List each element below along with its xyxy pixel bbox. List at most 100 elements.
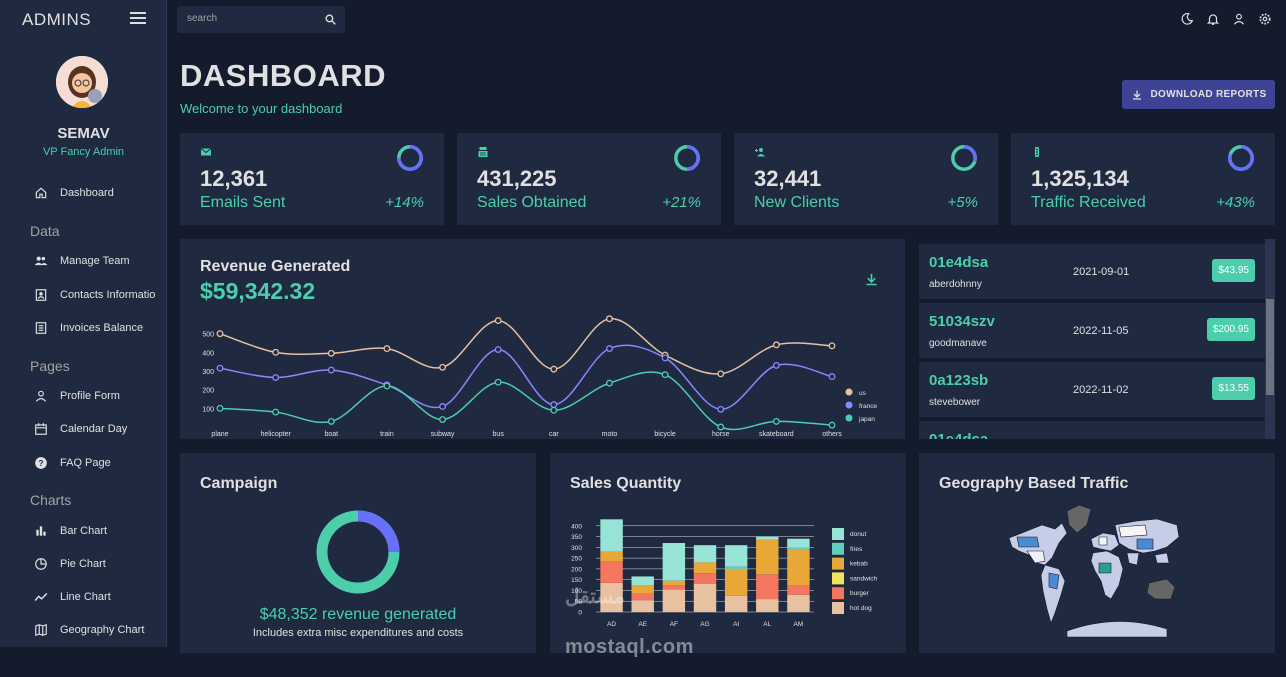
sidebar: ADMINS SEMAV VP Fancy Admin Dashboard Da… [0,0,167,647]
help-icon: ? [35,457,47,469]
data-point [772,361,780,369]
legend-swatch [845,388,853,396]
progress-fill [1228,145,1254,171]
campaign-note: Includes extra misc expenditures and cos… [252,627,464,639]
sidebar-item-profile[interactable]: Profile Form [34,389,159,403]
data-point [383,382,391,390]
data-point [717,370,725,378]
transaction-row: 51034szv goodmanave 2022-11-05 $200.95 [919,303,1265,361]
y-tick-label: 400 [571,523,582,530]
transaction-date: 2021-09-01 [1073,266,1130,278]
bar-segment [787,547,810,550]
bar-segment [662,585,686,590]
revenue-title: Revenue Generated [200,258,351,275]
point-of-sale-icon [478,147,488,157]
search-icon[interactable] [324,13,337,26]
sidebar-item-dashboard[interactable]: Dashboard [34,186,159,200]
sidebar-item-label: Manage Team [60,255,130,267]
calendar-icon [35,423,47,435]
sidebar-item-manage-team[interactable]: Manage Team [34,254,159,268]
data-point [550,365,558,373]
transaction-amount: $43.95 [1212,259,1255,282]
search-box [177,6,345,33]
transaction-id: 01e4dsa [929,431,988,439]
x-tick-label: AM [794,621,804,628]
sidebar-item-line-chart[interactable]: Line Chart [34,590,159,604]
sidebar-item-label: Contacts Informatio [60,289,156,301]
person-icon[interactable] [1232,12,1246,26]
map-icon [35,623,47,637]
data-point [828,342,836,350]
timeline-icon [34,592,48,601]
bar-segment [787,585,810,595]
data-point [272,348,280,356]
legend-swatch [832,587,844,600]
progress-fill [397,145,423,171]
transactions-scrollbar[interactable] [1265,239,1275,439]
contacts-icon [35,289,47,301]
stat-card-emails: 12,361 Emails Sent +14% [180,133,444,225]
watermark-logo: مستقل [565,586,625,608]
series-line-japan [219,371,833,431]
data-point [494,317,502,325]
data-point [439,403,446,410]
data-point [606,315,613,323]
sidebar-item-geography-chart[interactable]: Geography Chart [34,623,159,637]
x-tick-label: plane [211,431,228,438]
sidebar-item-pie-chart[interactable]: Pie Chart [34,557,159,571]
receipt-icon [35,322,47,334]
stat-change: +43% [1216,194,1255,211]
legend-swatch [832,602,844,614]
transaction-amount: $200.95 [1206,318,1255,341]
revenue-card: Revenue Generated $59,342.32 100 200 300 40… [180,239,905,439]
data-point [661,371,669,379]
download-reports-button[interactable]: DOWNLOAD REPORTS [1122,80,1275,109]
download-icon[interactable] [864,272,879,287]
sidebar-section-charts: Charts [30,492,72,508]
y-tick-label: 250 [571,556,582,563]
stat-value: 1,325,134 [1031,166,1129,191]
data-point [828,421,836,429]
data-point [772,417,780,425]
scrollbar-thumb[interactable] [1266,299,1274,395]
transaction-id: 01e4dsa [929,254,989,271]
bar-segment [662,580,686,586]
settings-icon[interactable] [1258,12,1272,26]
sidebar-section-pages: Pages [30,358,70,374]
legend-swatch [845,401,853,409]
dark-mode-icon[interactable] [1180,12,1194,26]
legend-label: japan [858,416,875,423]
stat-card-sales: 431,225 Sales Obtained +21% [457,133,721,225]
user-role: VP Fancy Admin [42,146,125,158]
revenue-line-chart: 100 200 300 400 500 plane helicopter boat train s… [202,315,877,438]
bar-segment [756,599,779,612]
bar-segment [693,583,717,612]
menu-icon[interactable] [130,12,146,26]
x-tick-label: AG [700,621,709,628]
legend-swatch [832,542,844,555]
stat-label: Traffic Received [1031,194,1146,211]
bar-segment [600,561,623,583]
sidebar-item-calendar[interactable]: Calendar Day [34,422,159,436]
data-point [828,373,836,381]
pie-chart-icon [35,558,47,570]
sidebar-item-contacts[interactable]: Contacts Informatio [34,288,159,302]
notifications-icon[interactable] [1206,12,1220,26]
sidebar-item-bar-chart[interactable]: Bar Chart [34,524,159,538]
bar-segment [787,594,810,612]
transaction-user: stevebower [929,397,981,408]
data-point [327,417,335,425]
sidebar-item-faq[interactable]: ? FAQ Page [34,456,159,470]
transaction-id: 51034szv [929,313,995,330]
bar-segment [756,574,779,600]
sidebar-item-label: Calendar Day [60,423,128,435]
transaction-id: 0a123sb [929,372,989,389]
sidebar-item-invoices[interactable]: Invoices Balance [34,321,159,335]
search-input[interactable] [187,13,307,24]
sidebar-item-label: FAQ Page [60,457,111,469]
legend-swatch [832,572,844,585]
data-point [494,378,502,386]
bar-segment [693,562,717,574]
transaction-row: 01e4dsa aberdohnny 2021-09-01 $43.95 [919,244,1265,302]
sidebar-section-data: Data [30,223,60,239]
